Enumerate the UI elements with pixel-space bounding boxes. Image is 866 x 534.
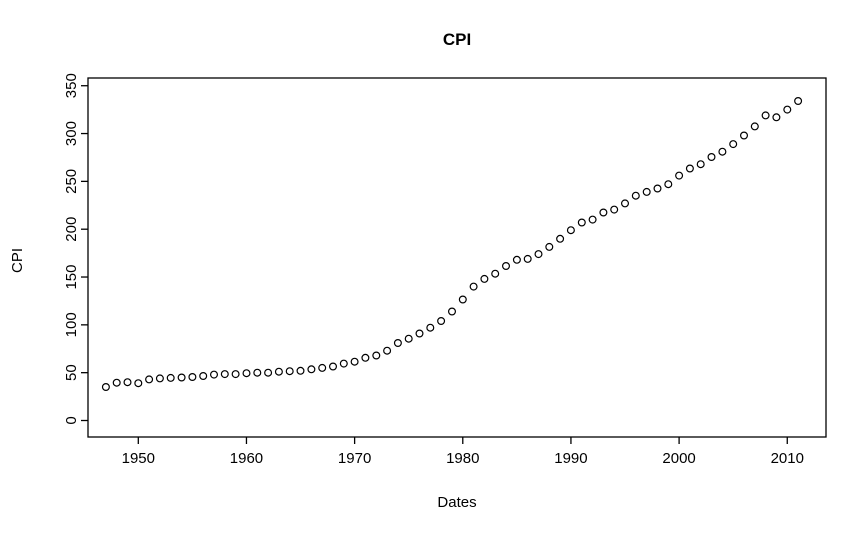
data-point xyxy=(361,353,370,362)
data-point xyxy=(350,357,359,366)
chart-title: CPI xyxy=(442,30,472,49)
data-point xyxy=(199,372,208,381)
data-point xyxy=(285,367,294,376)
data-point xyxy=(220,370,229,379)
data-point xyxy=(502,262,511,271)
data-point xyxy=(101,383,110,392)
data-point xyxy=(177,373,186,382)
data-point xyxy=(566,226,575,235)
data-point xyxy=(729,140,738,149)
x-tick-label: 1960 xyxy=(230,450,263,467)
y-tick-label: 350 xyxy=(63,73,80,98)
y-tick-label: 50 xyxy=(63,364,80,381)
data-point xyxy=(480,274,489,283)
data-point xyxy=(523,254,532,263)
data-point xyxy=(210,370,219,379)
y-tick-label: 100 xyxy=(63,312,80,337)
y-tick-label: 150 xyxy=(63,265,80,290)
data-point xyxy=(545,242,554,251)
data-point xyxy=(155,374,164,383)
data-point xyxy=(631,191,640,200)
data-point xyxy=(794,96,803,105)
x-tick-label: 1970 xyxy=(338,450,371,467)
x-tick-label: 2000 xyxy=(662,450,695,467)
x-tick-label: 1990 xyxy=(554,450,587,467)
x-tick-label: 1980 xyxy=(446,450,479,467)
data-point xyxy=(242,369,251,378)
data-point xyxy=(588,215,597,224)
data-point xyxy=(664,180,673,189)
data-point xyxy=(448,307,457,316)
plot-box xyxy=(87,77,827,438)
data-point xyxy=(577,218,586,227)
y-tick-label: 200 xyxy=(63,217,80,242)
data-point xyxy=(783,105,792,114)
data-point xyxy=(491,269,500,278)
y-tick-label: 250 xyxy=(63,169,80,194)
data-point xyxy=(264,368,273,377)
data-point xyxy=(329,362,338,371)
data-point xyxy=(296,366,305,375)
data-point xyxy=(469,282,478,291)
data-point xyxy=(512,255,521,264)
data-point xyxy=(134,379,143,388)
data-point xyxy=(556,234,565,243)
data-point xyxy=(696,160,705,169)
data-point xyxy=(426,323,435,332)
data-point xyxy=(750,122,759,131)
data-point xyxy=(145,375,154,384)
data-point xyxy=(437,317,446,326)
data-point xyxy=(274,367,283,376)
data-point xyxy=(253,368,262,377)
data-point xyxy=(188,373,197,382)
data-point xyxy=(707,153,716,162)
data-point xyxy=(404,334,413,343)
x-axis-label: Dates xyxy=(437,494,477,511)
data-point xyxy=(599,208,608,217)
data-point xyxy=(318,363,327,372)
data-point xyxy=(123,378,132,387)
data-point xyxy=(718,147,727,156)
data-point xyxy=(166,373,175,382)
data-point xyxy=(653,184,662,193)
data-point xyxy=(642,187,651,196)
data-point xyxy=(610,205,619,214)
data-point xyxy=(458,295,467,304)
data-point xyxy=(415,329,424,338)
y-tick-label: 0 xyxy=(63,416,80,424)
data-point xyxy=(739,131,748,140)
data-point xyxy=(383,346,392,355)
data-point xyxy=(761,111,770,120)
data-point xyxy=(339,359,348,368)
data-point xyxy=(112,378,121,387)
x-tick-label: 2010 xyxy=(771,450,804,467)
y-tick-label: 300 xyxy=(63,121,80,146)
data-point xyxy=(534,250,543,259)
data-point xyxy=(772,113,781,122)
data-point xyxy=(307,365,316,374)
data-point xyxy=(393,339,402,348)
data-point xyxy=(685,164,694,173)
data-point xyxy=(372,351,381,360)
data-point xyxy=(620,199,629,208)
data-point xyxy=(231,370,240,379)
x-tick-label: 1950 xyxy=(122,450,155,467)
data-point xyxy=(675,171,684,180)
